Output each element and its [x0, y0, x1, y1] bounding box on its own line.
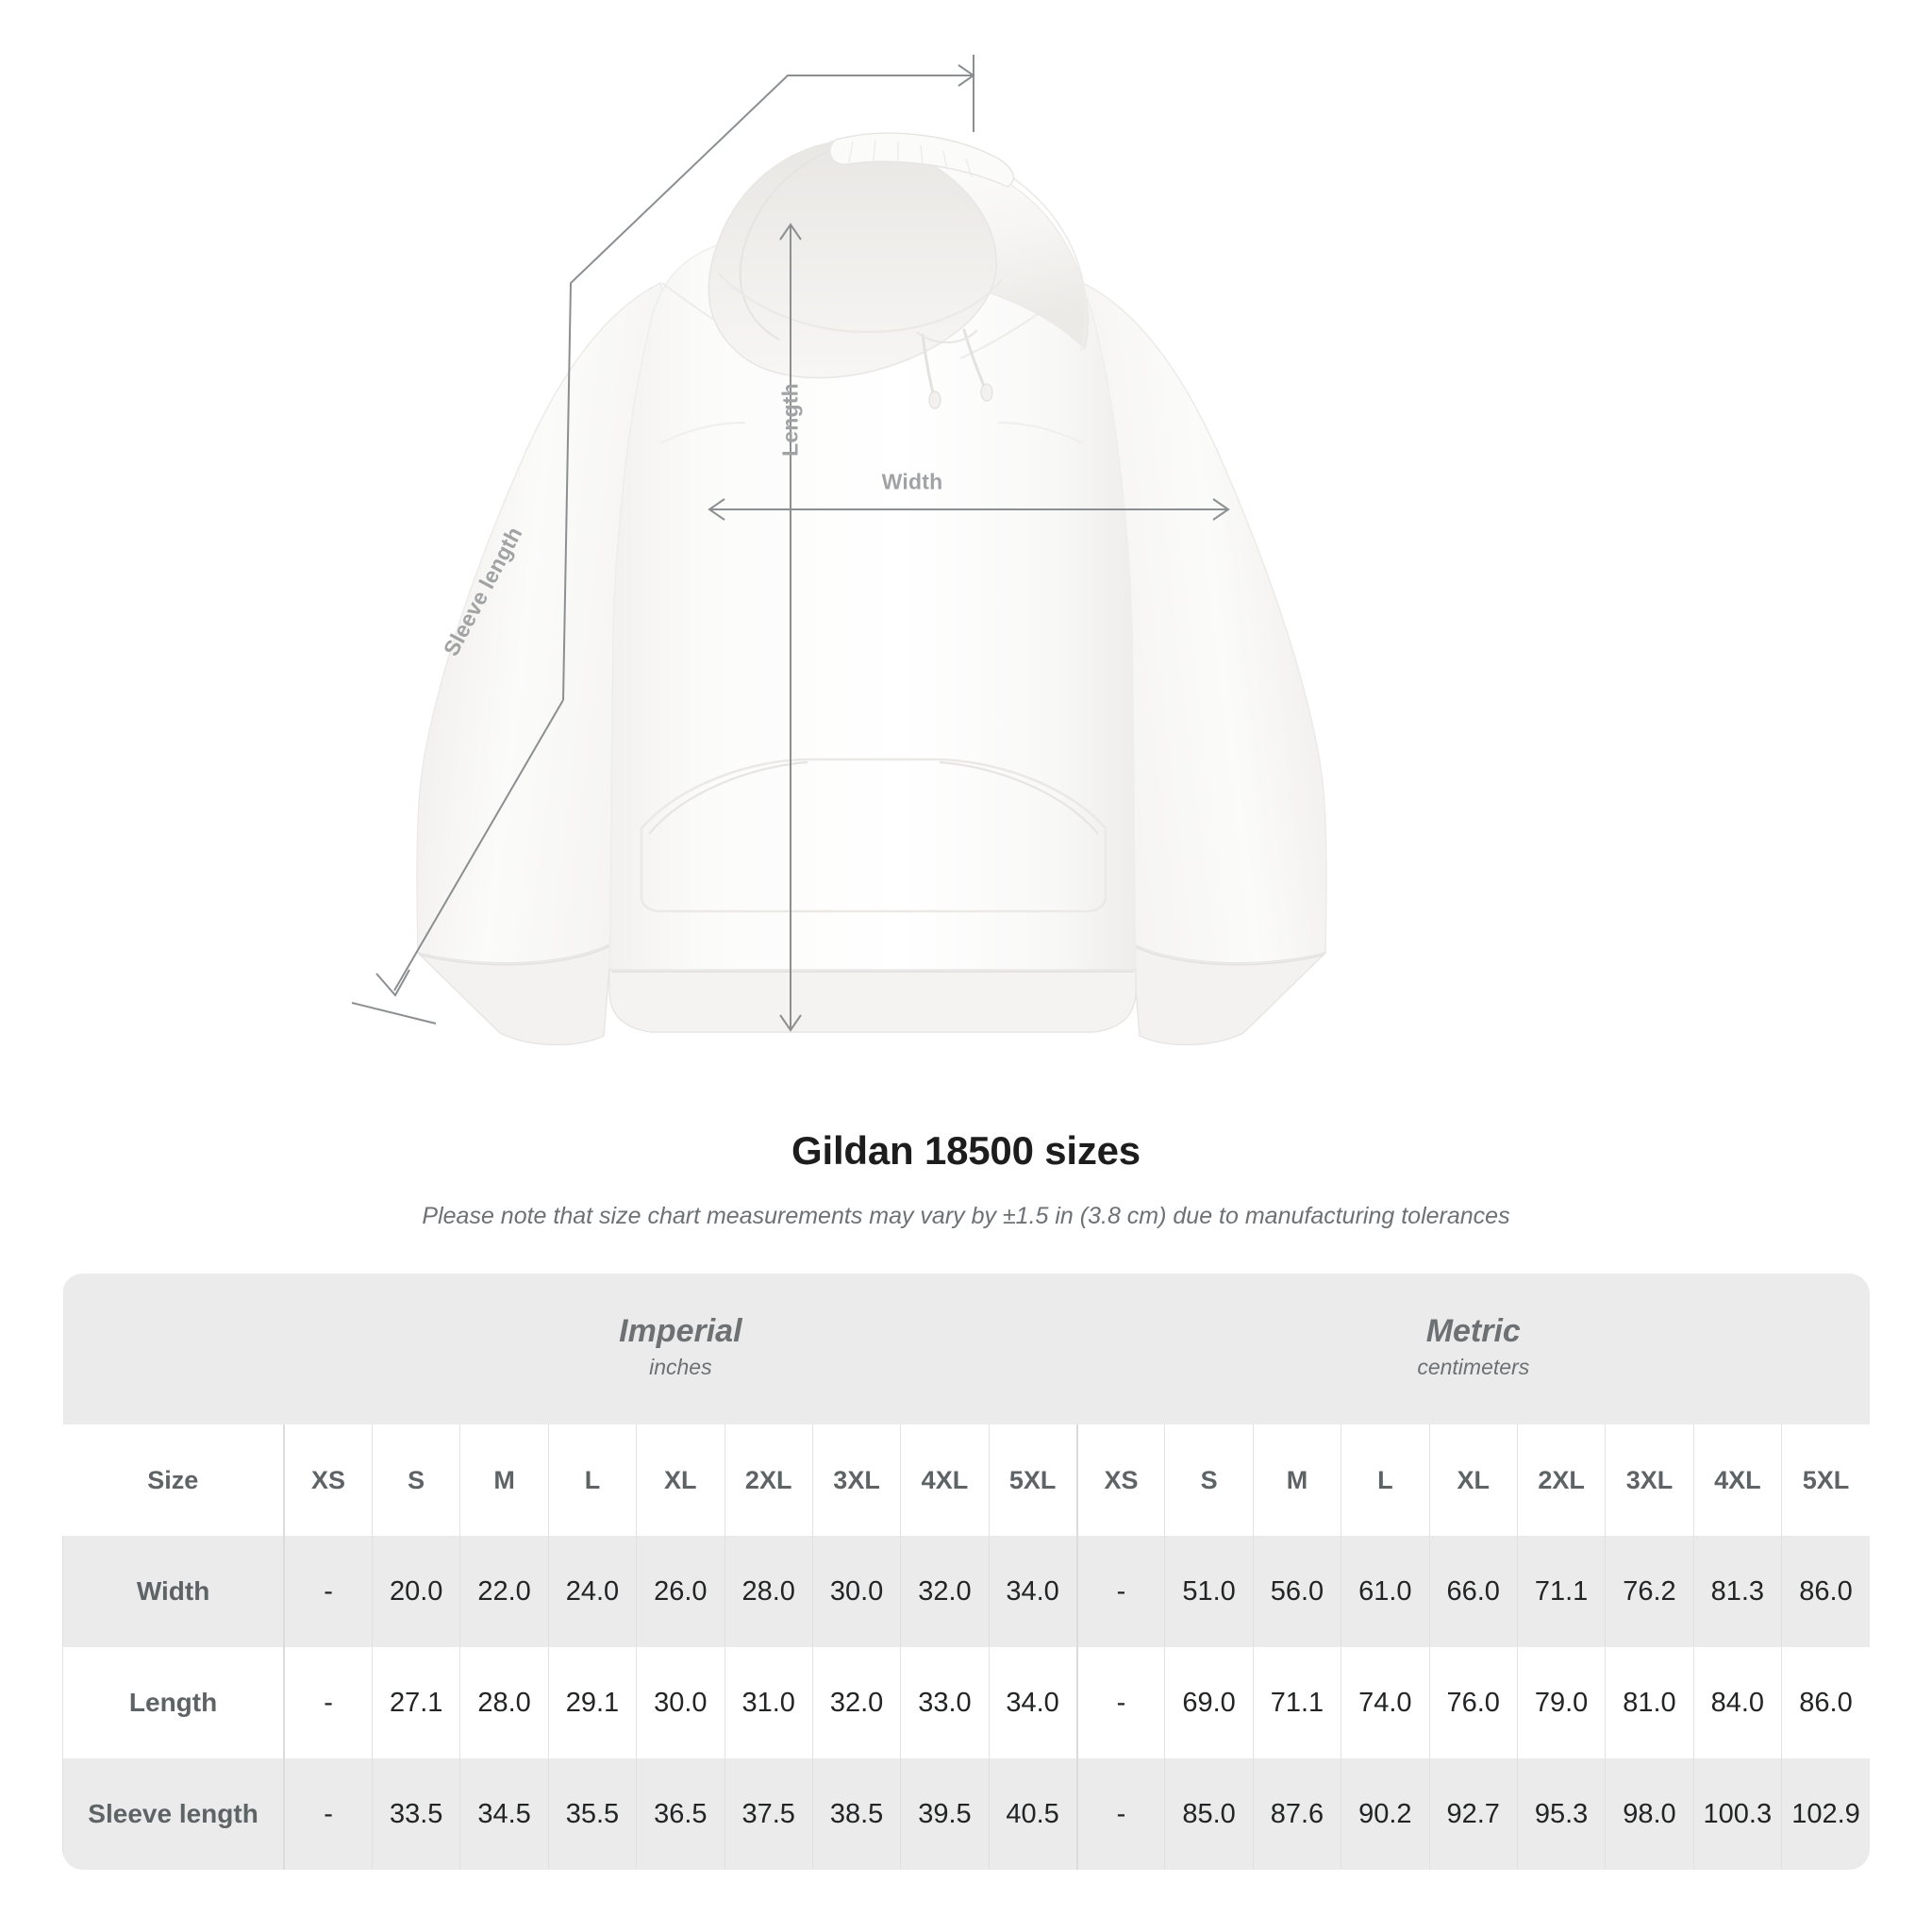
table-row: Width - 20.0 22.0 24.0 26.0 28.0 30.0 32…	[62, 1536, 1870, 1647]
hoodie-illustration	[351, 55, 1327, 1046]
cell-sleeve-imperial-xl: 36.5	[636, 1758, 724, 1870]
cell-width-metric-s: 51.0	[1164, 1536, 1254, 1647]
row-label-width: Width	[62, 1536, 285, 1647]
cell-sleeve-metric-3xl: 98.0	[1605, 1758, 1694, 1870]
cell-width-imperial-3xl: 30.0	[811, 1536, 901, 1647]
size-header-imperial-m: M	[459, 1424, 549, 1536]
cell-sleeve-imperial-xs: -	[283, 1758, 373, 1870]
cell-sleeve-metric-s: 85.0	[1164, 1758, 1254, 1870]
size-column-label: Size	[62, 1424, 285, 1536]
cell-width-imperial-5xl: 34.0	[988, 1536, 1077, 1647]
size-header-imperial-xs: XS	[283, 1424, 373, 1536]
cell-length-imperial-s: 27.1	[371, 1647, 460, 1758]
cell-width-metric-5xl: 86.0	[1781, 1536, 1870, 1647]
cell-sleeve-imperial-2xl: 37.5	[724, 1758, 813, 1870]
cell-width-metric-xs: -	[1075, 1536, 1165, 1647]
cell-width-imperial-xs: -	[283, 1536, 373, 1647]
cell-length-metric-xs: -	[1075, 1647, 1165, 1758]
cell-width-imperial-s: 20.0	[371, 1536, 460, 1647]
size-table: Imperial inches Metric centimeters Size …	[62, 1274, 1870, 1870]
size-header-imperial-3xl: 3XL	[811, 1424, 901, 1536]
row-label-sleeve-length: Sleeve length	[62, 1758, 285, 1870]
page-title: Gildan 18500 sizes	[791, 1128, 1141, 1173]
table-row: Sleeve length - 33.5 34.5 35.5 36.5 37.5…	[62, 1758, 1870, 1870]
size-header-metric-5xl: 5XL	[1781, 1424, 1870, 1536]
size-header-metric-2xl: 2XL	[1516, 1424, 1606, 1536]
unit-sub-metric: centimeters	[1417, 1355, 1530, 1380]
cell-length-imperial-4xl: 33.0	[900, 1647, 990, 1758]
cell-length-metric-l: 74.0	[1341, 1647, 1430, 1758]
tolerance-note: Please note that size chart measurements…	[422, 1203, 1510, 1229]
size-header-metric-xl: XL	[1428, 1424, 1518, 1536]
cell-width-metric-3xl: 76.2	[1605, 1536, 1694, 1647]
length-dimension-label: Length	[777, 383, 803, 457]
cell-length-metric-5xl: 86.0	[1781, 1647, 1870, 1758]
size-header-imperial-2xl: 2XL	[724, 1424, 813, 1536]
cell-sleeve-metric-xs: -	[1075, 1758, 1165, 1870]
cell-sleeve-metric-5xl: 102.9	[1781, 1758, 1870, 1870]
cell-sleeve-metric-m: 87.6	[1252, 1758, 1341, 1870]
unit-header-metric: Metric centimeters	[1076, 1274, 1870, 1424]
unit-header-row: Imperial inches Metric centimeters	[62, 1274, 1870, 1424]
unit-name-metric: Metric	[1425, 1313, 1521, 1350]
garment-diagram: Length Width Sleeve length	[351, 55, 1327, 1046]
cell-sleeve-metric-xl: 92.7	[1428, 1758, 1518, 1870]
size-header-metric-m: M	[1252, 1424, 1341, 1536]
cell-sleeve-imperial-m: 34.5	[459, 1758, 549, 1870]
cell-length-imperial-l: 29.1	[547, 1647, 637, 1758]
cell-width-imperial-l: 24.0	[547, 1536, 637, 1647]
cell-width-metric-m: 56.0	[1252, 1536, 1341, 1647]
cell-sleeve-imperial-3xl: 38.5	[811, 1758, 901, 1870]
cell-length-imperial-xs: -	[283, 1647, 373, 1758]
size-table-container: Imperial inches Metric centimeters Size …	[62, 1274, 1870, 1870]
unit-name-imperial: Imperial	[619, 1313, 742, 1350]
size-header-metric-4xl: 4XL	[1692, 1424, 1782, 1536]
unit-sub-imperial: inches	[649, 1355, 712, 1380]
size-header-metric-l: L	[1341, 1424, 1430, 1536]
size-header-imperial-4xl: 4XL	[900, 1424, 990, 1536]
cell-length-metric-s: 69.0	[1164, 1647, 1254, 1758]
size-header-metric-xs: XS	[1075, 1424, 1165, 1536]
size-header-metric-3xl: 3XL	[1605, 1424, 1694, 1536]
size-header-imperial-xl: XL	[636, 1424, 724, 1536]
cell-width-imperial-m: 22.0	[459, 1536, 549, 1647]
cell-width-imperial-4xl: 32.0	[900, 1536, 990, 1647]
width-dimension-label: Width	[881, 469, 943, 494]
cell-length-metric-xl: 76.0	[1428, 1647, 1518, 1758]
cell-width-metric-l: 61.0	[1341, 1536, 1430, 1647]
table-row: Length - 27.1 28.0 29.1 30.0 31.0 32.0 3…	[62, 1647, 1870, 1758]
cell-length-imperial-m: 28.0	[459, 1647, 549, 1758]
unit-header-spacer	[62, 1274, 285, 1424]
cell-width-imperial-2xl: 28.0	[724, 1536, 813, 1647]
cell-sleeve-imperial-5xl: 40.5	[988, 1758, 1077, 1870]
cell-length-metric-4xl: 84.0	[1692, 1647, 1782, 1758]
size-header-metric-s: S	[1164, 1424, 1254, 1536]
cell-width-metric-2xl: 71.1	[1516, 1536, 1606, 1647]
cell-sleeve-metric-4xl: 100.3	[1692, 1758, 1782, 1870]
cell-width-metric-xl: 66.0	[1428, 1536, 1518, 1647]
size-header-imperial-5xl: 5XL	[988, 1424, 1077, 1536]
cell-length-metric-m: 71.1	[1252, 1647, 1341, 1758]
cell-length-metric-3xl: 81.0	[1605, 1647, 1694, 1758]
size-header-row: Size XS S M L XL 2XL 3XL 4XL 5XL XS S M …	[62, 1424, 1870, 1536]
cell-length-imperial-3xl: 32.0	[811, 1647, 901, 1758]
row-label-length: Length	[62, 1647, 285, 1758]
unit-header-imperial: Imperial inches	[284, 1274, 1077, 1424]
cell-length-imperial-xl: 30.0	[636, 1647, 724, 1758]
cell-sleeve-imperial-l: 35.5	[547, 1758, 637, 1870]
cell-width-metric-4xl: 81.3	[1692, 1536, 1782, 1647]
cell-sleeve-metric-2xl: 95.3	[1516, 1758, 1606, 1870]
size-header-imperial-l: L	[547, 1424, 637, 1536]
cell-length-imperial-2xl: 31.0	[724, 1647, 813, 1758]
size-header-imperial-s: S	[371, 1424, 460, 1536]
cell-length-metric-2xl: 79.0	[1516, 1647, 1606, 1758]
cell-sleeve-imperial-s: 33.5	[371, 1758, 460, 1870]
cell-length-imperial-5xl: 34.0	[988, 1647, 1077, 1758]
cell-sleeve-imperial-4xl: 39.5	[900, 1758, 990, 1870]
cell-sleeve-metric-l: 90.2	[1341, 1758, 1430, 1870]
cell-width-imperial-xl: 26.0	[636, 1536, 724, 1647]
